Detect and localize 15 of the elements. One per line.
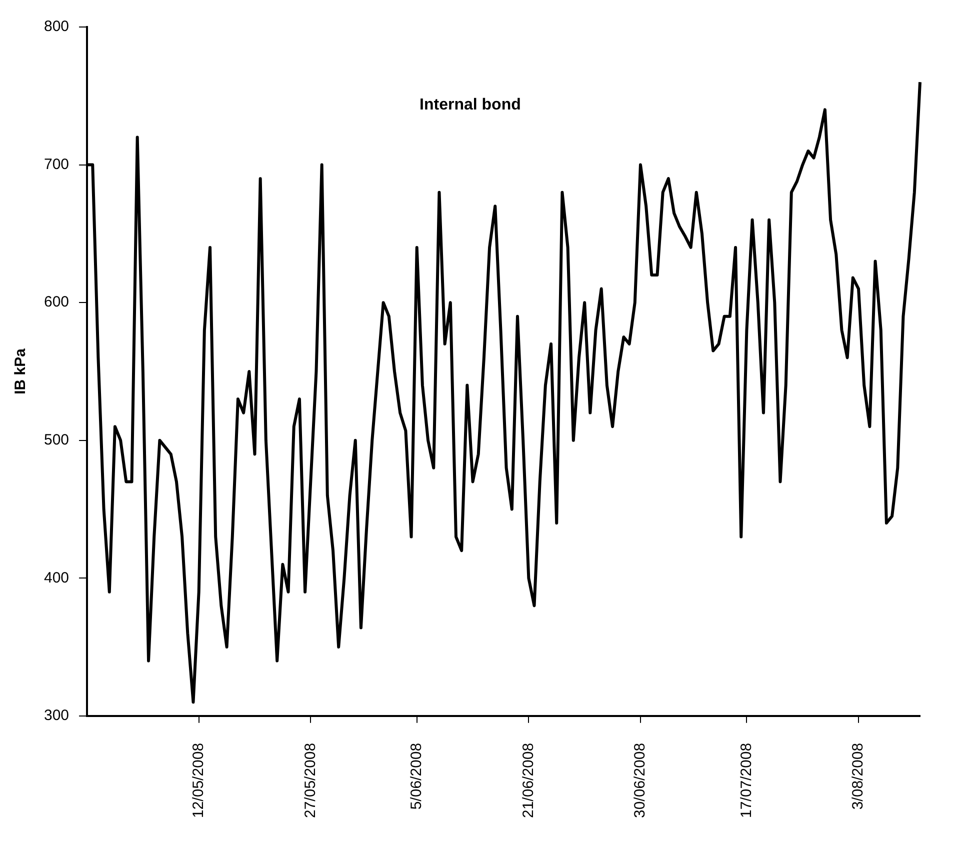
x-tick-label: 3/08/2008 <box>850 742 867 810</box>
x-tick-label: 12/05/2008 <box>190 742 207 818</box>
x-tick-label: 27/05/2008 <box>302 742 319 818</box>
y-tick-label: 400 <box>44 569 70 586</box>
y-tick-label: 500 <box>44 431 70 448</box>
y-tick-label: 800 <box>44 18 70 36</box>
x-tick-label: 30/06/2008 <box>632 742 649 818</box>
x-tick-label: 5/06/2008 <box>408 742 425 810</box>
x-tick-label: 17/07/2008 <box>738 742 755 818</box>
y-axis-title: IB kPa <box>12 348 30 394</box>
y-tick-label: 300 <box>44 707 70 724</box>
x-tick-label: 21/06/2008 <box>520 742 537 818</box>
text: Internal bond <box>420 96 521 114</box>
y-tick-label: 600 <box>44 294 70 311</box>
y-tick-label: 700 <box>44 156 70 173</box>
